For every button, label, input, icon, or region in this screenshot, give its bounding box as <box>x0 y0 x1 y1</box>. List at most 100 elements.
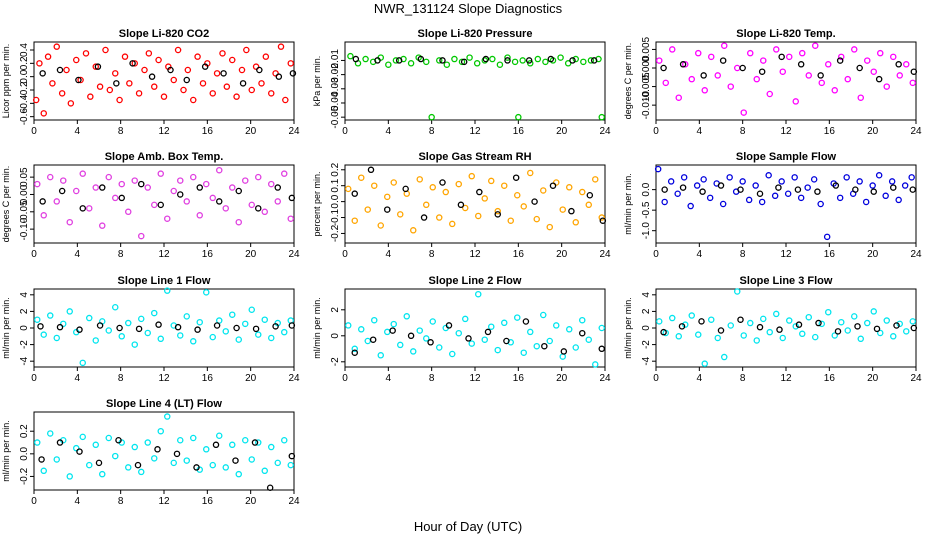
data-point <box>383 193 391 201</box>
x-tick-label: 8 <box>118 373 124 384</box>
data-point <box>466 54 473 61</box>
data-point <box>654 165 662 173</box>
x-tick-label: 12 <box>158 249 170 260</box>
data-point <box>727 322 735 329</box>
data-point <box>222 464 229 471</box>
data-point <box>439 179 446 186</box>
data-point <box>435 214 443 221</box>
data-point <box>112 452 119 460</box>
data-point <box>362 55 369 63</box>
plot-frame <box>33 164 295 244</box>
x-tick-label: 20 <box>245 249 257 260</box>
data-point <box>569 57 576 64</box>
panel-slope-li-820-co2: Slope Li-820 CO2 Licor ppm per min. 0 4 8 12 1… <box>1 28 300 137</box>
data-point <box>183 457 190 464</box>
data-point <box>580 58 587 66</box>
data-point <box>66 308 74 315</box>
data-point <box>390 179 397 186</box>
x-tick-label: 8 <box>429 126 435 137</box>
data-point <box>79 170 87 177</box>
data-point <box>34 180 41 188</box>
data-point <box>838 53 845 61</box>
panel-slope-line-3-flow: Slope Line 3 Flow ml/min per min. 0 4 8 12 16 2… <box>623 275 922 384</box>
figure-x-axis-label: Hour of Day (UTC) <box>414 519 522 534</box>
data-point <box>99 470 106 478</box>
data-point <box>465 335 472 342</box>
panel-slope-amb-box-temp: Slope Amb. Box Temp. degrees C per min. 0 4… <box>1 151 300 260</box>
data-point <box>145 50 153 57</box>
x-tick-label: 24 <box>288 496 300 507</box>
data-point <box>202 289 210 296</box>
panel-title: Slope Li-820 Temp. <box>736 28 835 40</box>
y-tick-label: 0.005 <box>641 36 652 61</box>
data-point <box>766 328 774 336</box>
data-point <box>688 75 696 83</box>
plot-frame <box>344 288 606 368</box>
data-point <box>96 83 104 90</box>
x-tick-label: 16 <box>513 373 525 384</box>
data-point <box>254 173 262 181</box>
data-point <box>347 52 354 60</box>
data-point <box>248 456 255 463</box>
x-tick-label: 8 <box>118 126 124 137</box>
panel-slope-line-2-flow: Slope Line 2 Flow ml/min per min. 0 4 8 12 16 2… <box>312 275 611 384</box>
data-point <box>598 345 606 353</box>
y-tick-label: -0.6 <box>19 108 30 126</box>
data-point <box>519 57 526 64</box>
data-point <box>112 194 119 202</box>
data-point <box>877 329 884 337</box>
data-point <box>473 60 481 67</box>
data-point <box>831 87 839 94</box>
data-point <box>58 187 66 195</box>
data-point <box>559 206 567 213</box>
y-tick-label: 0.0 <box>19 69 30 83</box>
x-tick-label: 24 <box>288 126 300 137</box>
data-point <box>60 177 67 184</box>
data-point <box>170 187 177 195</box>
data-point <box>511 58 519 66</box>
data-point <box>753 337 761 344</box>
data-point <box>756 190 764 197</box>
data-point <box>39 70 46 77</box>
data-point <box>448 220 456 228</box>
data-point <box>682 321 689 328</box>
data-point <box>58 90 66 97</box>
plot-frame <box>33 288 295 368</box>
data-point <box>73 56 80 64</box>
data-point <box>669 314 676 322</box>
y-tick-label: -4 <box>641 356 652 365</box>
data-point <box>367 166 375 174</box>
series-0 <box>34 166 294 240</box>
data-point <box>675 333 683 340</box>
data-point <box>53 43 61 50</box>
data-point <box>422 335 430 342</box>
y-tick-label: -0.10 <box>19 217 30 240</box>
data-point <box>344 185 352 193</box>
data-point <box>747 49 754 57</box>
data-point <box>232 457 239 464</box>
data-point <box>812 42 819 49</box>
x-tick-label: 24 <box>599 126 611 137</box>
data-point <box>888 178 896 185</box>
data-point <box>184 66 192 74</box>
y-tick-label: 2 <box>330 307 341 313</box>
panel-slope-li-820-pressure: Slope Li-820 Pressure kPa per min. 0 4 8 12 16… <box>312 28 611 137</box>
data-point <box>890 333 897 340</box>
data-point <box>908 174 915 181</box>
data-point <box>351 190 358 197</box>
data-point <box>202 180 210 188</box>
data-point <box>125 319 132 327</box>
series-1 <box>39 180 296 212</box>
x-tick-label: 24 <box>599 249 611 260</box>
y-tick-label: -2 <box>641 340 652 349</box>
y-tick-label: 2 <box>641 308 652 314</box>
data-point <box>407 60 415 67</box>
data-point <box>219 50 226 57</box>
x-tick-label: 24 <box>910 373 922 384</box>
series-1 <box>37 321 296 333</box>
y-axis-label: degrees C per min. <box>623 43 633 120</box>
y-tick-label: -0.01 <box>330 49 341 72</box>
data-point <box>288 452 296 460</box>
data-point <box>527 328 534 336</box>
data-point <box>468 172 475 180</box>
